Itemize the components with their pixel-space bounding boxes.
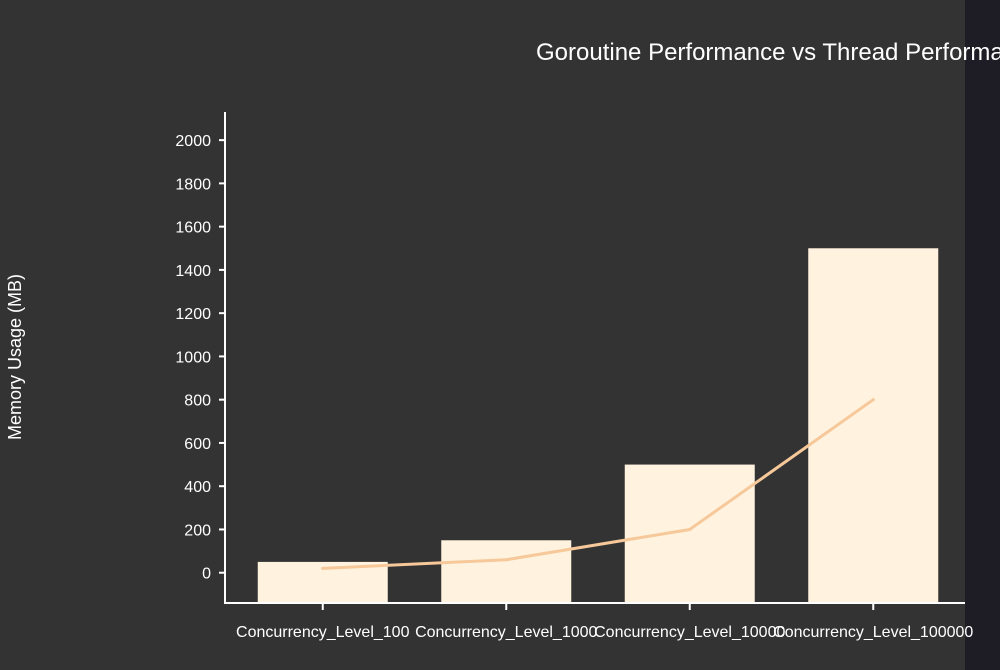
y-tick-label-2000: 2000 bbox=[175, 133, 211, 150]
x-tick-label-concurrency-level-100: Concurrency_Level_100 bbox=[236, 624, 410, 641]
right-edge-strip bbox=[965, 0, 1000, 670]
y-tick-label-1400: 1400 bbox=[175, 263, 211, 280]
bar-concurrency-level-100000 bbox=[808, 248, 939, 603]
y-tick-label-1800: 1800 bbox=[175, 176, 211, 193]
y-tick-label-0: 0 bbox=[202, 566, 211, 583]
y-tick-label-1600: 1600 bbox=[175, 220, 211, 237]
y-tick-label-1200: 1200 bbox=[175, 306, 211, 323]
y-tick-label-1000: 1000 bbox=[175, 349, 211, 366]
chart-title: Goroutine Performance vs Thread Performa… bbox=[536, 39, 1000, 66]
y-tick-label-200: 200 bbox=[184, 522, 211, 539]
line-point-concurrency-level-100000 bbox=[871, 398, 875, 402]
x-tick-label-concurrency-level-1000: Concurrency_Level_1000 bbox=[415, 624, 597, 641]
y-axis-label: Memory Usage (MB) bbox=[5, 274, 25, 440]
y-tick-label-400: 400 bbox=[184, 479, 211, 496]
plot-area: 0 200 400 600 800 1000 1200 1400 1600 1800 2000 Con… bbox=[175, 112, 973, 641]
y-tick-label-600: 600 bbox=[184, 436, 211, 453]
line-series bbox=[321, 398, 875, 570]
x-tick-label-concurrency-level-10000: Concurrency_Level_10000 bbox=[594, 624, 785, 641]
bar-concurrency-level-1000 bbox=[441, 540, 572, 603]
bar-concurrency-level-10000 bbox=[624, 464, 755, 603]
line-point-concurrency-level-10000 bbox=[688, 527, 692, 531]
y-tick-label-800: 800 bbox=[184, 393, 211, 410]
x-tick-label-concurrency-level-100000: Concurrency_Level_100000 bbox=[773, 624, 973, 641]
line-point-concurrency-level-1000 bbox=[504, 558, 508, 562]
line-point-concurrency-level-100 bbox=[321, 566, 325, 570]
